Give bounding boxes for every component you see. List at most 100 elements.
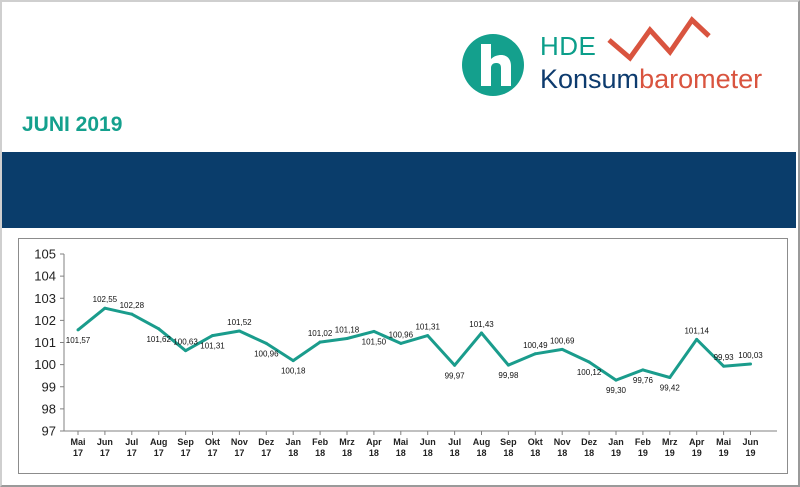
x-tick-label: 17 [100,448,110,458]
data-point [426,334,430,338]
data-point [157,327,161,331]
x-tick-label: 18 [423,448,433,458]
data-point [506,363,510,367]
data-label: 99,30 [606,386,627,395]
data-point [399,341,403,345]
y-tick-label: 100 [34,357,56,372]
x-tick-label: 17 [207,448,217,458]
data-label: 101,31 [415,323,440,332]
data-label: 102,28 [120,301,145,310]
brand-word-barometer: barometer [639,64,763,94]
x-tick-label: 19 [745,448,755,458]
data-label: 100,63 [173,338,198,347]
x-tick-label: Jul [448,437,461,447]
data-label: 102,55 [93,295,118,304]
x-tick-label: 19 [638,448,648,458]
data-point [480,331,483,335]
data-label: 100,49 [523,341,548,350]
x-tick-label: Apr [366,437,382,447]
x-tick-label: 18 [315,448,325,458]
data-point [264,341,268,345]
x-tick-label: Jul [125,437,138,447]
x-tick-label: 19 [719,448,729,458]
x-tick-label: Sep [177,437,194,447]
x-tick-label: Jun [420,437,436,447]
x-tick-label: Jan [608,437,624,447]
y-tick-label: 98 [42,401,56,416]
line-chart: 979899100101102103104105Mai17Jun17Jul17A… [34,247,777,458]
y-tick-label: 105 [34,247,56,262]
x-tick-label: Jan [285,437,301,447]
data-point [695,337,699,341]
x-tick-label: Okt [205,437,220,447]
x-tick-label: 17 [127,448,137,458]
x-tick-label: 18 [557,448,567,458]
brand-word-konsum: Konsum [540,64,640,94]
data-label: 100,69 [550,336,575,345]
data-label: 100,96 [389,330,414,339]
x-tick-label: 18 [450,448,460,458]
x-tick-label: Feb [635,437,652,447]
x-tick-label: Aug [473,437,491,447]
x-tick-label: Mai [393,437,408,447]
data-point [318,340,322,344]
brand-hde-text: HDE [540,31,597,61]
month-title: JUNI 2019 [22,113,123,136]
data-label: 101,31 [200,342,225,351]
y-tick-label: 102 [34,313,56,328]
x-tick-label: Mrz [662,437,678,447]
data-point [184,349,188,353]
data-label: 100,18 [281,367,306,376]
x-tick-label: Nov [231,437,248,447]
y-tick-label: 103 [34,291,56,306]
data-label: 101,62 [146,335,171,344]
x-tick-label: 18 [396,448,406,458]
data-label: 101,50 [362,337,387,346]
x-tick-label: Aug [150,437,168,447]
y-tick-label: 97 [42,424,56,439]
data-label: 101,52 [227,318,252,327]
x-tick-label: Apr [689,437,705,447]
x-tick-label: Mai [716,437,731,447]
hde-logo-icon [462,34,524,96]
data-point [103,306,107,310]
series-line [77,306,751,382]
data-point [560,347,564,351]
x-tick-label: Dez [581,437,598,447]
x-tick-label: 18 [288,448,298,458]
y-tick-label: 99 [42,379,56,394]
x-tick-label: 17 [73,448,83,458]
x-tick-label: 18 [369,448,379,458]
data-point [587,360,591,364]
data-point [237,329,241,333]
trend-wave-icon [607,16,711,62]
data-point [722,364,726,368]
data-label: 100,96 [254,349,279,358]
x-tick-label: 17 [261,448,271,458]
chart-panel: 97 98 99 100 101 102 103 104 105 Mai 17 Jun 17 Jul 17 A… [18,238,788,474]
data-label: 101,14 [684,326,709,335]
x-tick-label: Nov [554,437,571,447]
data-point [291,359,295,363]
x-tick-label: 19 [665,448,675,458]
data-label: 101,57 [66,336,91,345]
x-tick-label: Jun [97,437,113,447]
x-tick-label: 18 [584,448,594,458]
x-tick-label: 17 [181,448,191,458]
data-label: 99,98 [498,371,519,380]
data-point [76,328,80,332]
data-point [668,375,672,379]
brand-wordmark: Konsumbarometer [540,64,762,95]
x-tick-label: Jun [742,437,758,447]
x-tick-label: 19 [611,448,621,458]
data-point [372,329,376,333]
data-label: 99,76 [633,376,654,385]
x-tick-label: Mai [70,437,85,447]
x-tick-label: 18 [476,448,486,458]
data-point [130,312,134,316]
data-point [345,337,349,341]
data-point [641,368,645,372]
y-tick-label: 104 [34,269,56,284]
data-label: 101,02 [308,329,333,338]
data-point [749,362,752,366]
